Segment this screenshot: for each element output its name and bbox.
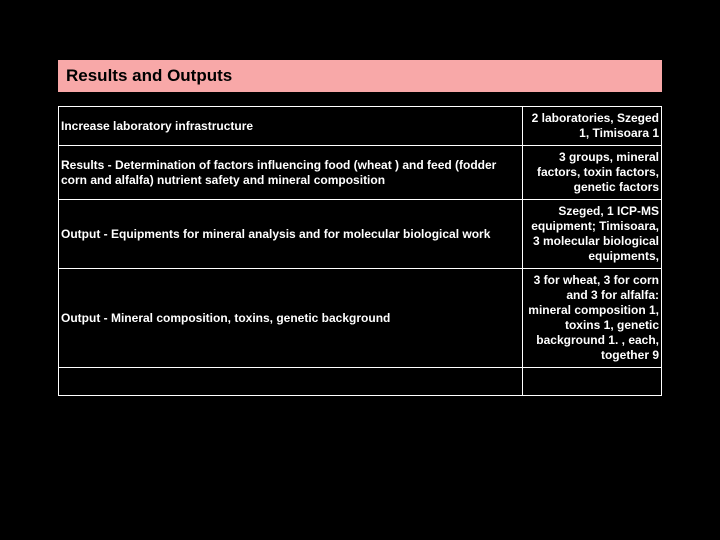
- table-row: Output - Equipments for mineral analysis…: [59, 200, 662, 269]
- row-value: 3 groups, mineral factors, toxin factors…: [523, 146, 662, 200]
- row-value: Szeged, 1 ICP-MS equipment; Timisoara, 3…: [523, 200, 662, 269]
- header-title: Results and Outputs: [66, 66, 232, 85]
- row-description: Increase laboratory infrastructure: [59, 107, 523, 146]
- table-row: Output - Mineral composition, toxins, ge…: [59, 269, 662, 368]
- table-row-empty: [59, 368, 662, 396]
- row-value: 3 for wheat, 3 for corn and 3 for alfalf…: [523, 269, 662, 368]
- row-value: 2 laboratories, Szeged 1, Timisoara 1: [523, 107, 662, 146]
- row-description: Output - Equipments for mineral analysis…: [59, 200, 523, 269]
- row-value: [523, 368, 662, 396]
- row-description: [59, 368, 523, 396]
- table-row: Increase laboratory infrastructure 2 lab…: [59, 107, 662, 146]
- results-table: Increase laboratory infrastructure 2 lab…: [58, 106, 662, 396]
- section-header: Results and Outputs: [58, 60, 662, 92]
- row-description: Results - Determination of factors influ…: [59, 146, 523, 200]
- table-row: Results - Determination of factors influ…: [59, 146, 662, 200]
- row-description: Output - Mineral composition, toxins, ge…: [59, 269, 523, 368]
